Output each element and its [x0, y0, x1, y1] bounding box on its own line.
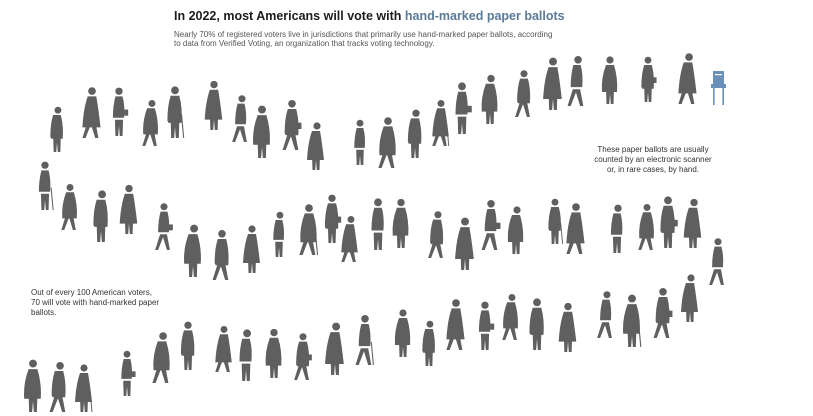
- voter-figure-icon: [432, 99, 450, 147]
- voter-figure-icon: [709, 238, 724, 285]
- voter-figure-icon: [93, 190, 108, 242]
- voter-figure-icon: [112, 87, 129, 136]
- voter-figure-icon: [392, 198, 409, 248]
- voter-figure-icon: [394, 309, 411, 357]
- voter-figure-icon: [543, 57, 562, 110]
- voter-figure-icon: [341, 215, 358, 262]
- voter-figure-icon: [354, 119, 366, 165]
- subtitle: Nearly 70% of registered voters live in …: [174, 30, 553, 49]
- voter-figure-icon: [232, 95, 247, 142]
- voter-figure-icon: [455, 217, 474, 270]
- voter-figure-icon: [273, 211, 285, 257]
- voter-figure-icon: [422, 320, 435, 366]
- voter-figure-icon: [371, 198, 384, 250]
- voter-figure-icon: [481, 200, 501, 250]
- voter-figure-icon: [24, 359, 41, 412]
- voter-figure-icon: [299, 204, 319, 256]
- voter-figure-icon: [446, 299, 465, 350]
- voter-figure-icon: [529, 298, 544, 350]
- voter-figure-icon: [407, 109, 422, 158]
- voter-figure-icon: [239, 329, 252, 381]
- voter-figure-icon: [253, 105, 270, 158]
- title-text: In 2022, most Americans will vote with: [174, 9, 405, 23]
- voter-figure-icon: [119, 184, 138, 234]
- voter-figure-icon: [641, 56, 657, 102]
- voter-figure-icon: [212, 230, 229, 280]
- voter-figure-icon: [481, 74, 498, 124]
- voter-figure-icon: [325, 322, 344, 375]
- voter-figure-icon: [610, 204, 623, 253]
- voter-figure-icon: [558, 302, 577, 352]
- page-title: In 2022, most Americans will vote with h…: [174, 9, 565, 23]
- voter-figure-icon: [681, 274, 698, 322]
- voter-figure-icon: [184, 224, 201, 277]
- voter-figure-icon: [324, 194, 342, 243]
- voter-figure-icon: [678, 53, 697, 104]
- voter-figure-icon: [204, 80, 223, 130]
- voter-figure-icon: [355, 315, 374, 366]
- voter-figure-icon: [597, 291, 612, 338]
- voter-figure-icon: [167, 86, 185, 139]
- voter-figure-icon: [455, 82, 472, 134]
- voter-figure-icon: [307, 122, 324, 170]
- voter-figure-icon: [180, 321, 195, 370]
- voter-figure-icon: [548, 198, 564, 245]
- voter-figure-icon: [82, 87, 101, 138]
- voter-figure-icon: [378, 117, 396, 168]
- voter-figure-icon: [660, 196, 678, 248]
- voter-figure-icon: [567, 56, 584, 106]
- ballot-box-icon: [711, 71, 726, 105]
- voter-figure-icon: [152, 332, 170, 383]
- voter-figure-icon: [428, 211, 444, 258]
- voter-figure-icon: [142, 99, 158, 146]
- voter-figure-icon: [623, 294, 642, 348]
- voter-figure-icon: [502, 293, 518, 340]
- voter-figure-icon: [215, 325, 232, 372]
- voter-figure-icon: [507, 206, 524, 254]
- counting-annotation: These paper ballots are usually counted …: [594, 145, 712, 174]
- voter-figure-icon: [601, 56, 618, 104]
- voter-figure-icon: [155, 203, 173, 250]
- voter-figure-icon: [243, 225, 260, 273]
- voter-figure-icon: [566, 203, 585, 254]
- voter-figure-icon: [653, 288, 673, 338]
- voter-figure-icon: [38, 161, 54, 211]
- voter-figure-icon: [121, 350, 136, 396]
- voter-figure-icon: [515, 70, 531, 117]
- voter-figure-icon: [49, 362, 66, 412]
- voter-figure-icon: [478, 301, 495, 350]
- voter-figure-icon: [75, 364, 93, 413]
- voter-figure-icon: [61, 183, 77, 230]
- voter-figure-icon: [683, 198, 702, 248]
- voter-figure-icon: [265, 328, 282, 378]
- voter-figure-icon: [294, 333, 312, 380]
- voter-figure-icon: [638, 203, 654, 250]
- share-annotation: Out of every 100 American voters, 70 wil…: [31, 288, 160, 317]
- voter-figure-icon: [50, 106, 63, 152]
- voter-figure-icon: [282, 100, 302, 150]
- title-highlight: hand-marked paper ballots: [404, 9, 565, 23]
